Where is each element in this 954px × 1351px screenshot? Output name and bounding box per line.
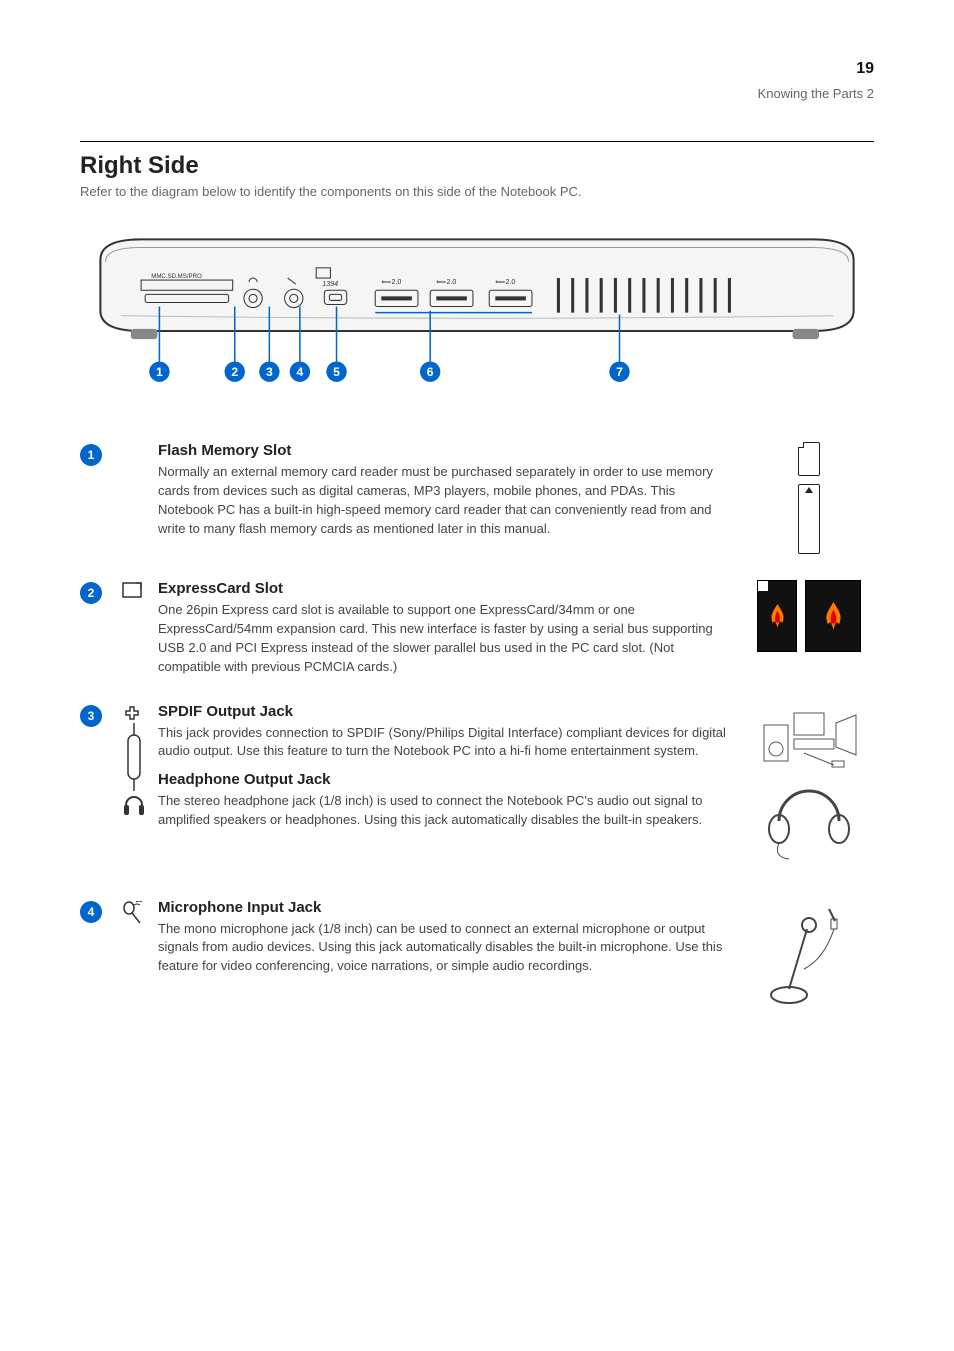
mic-icon — [122, 899, 158, 927]
item-title: ExpressCard Slot — [158, 580, 732, 597]
bullet-2: 2 — [80, 582, 102, 604]
item-title-2: Headphone Output Jack — [158, 771, 732, 788]
page-number: 19 — [80, 60, 874, 78]
combo-jack-icon — [122, 703, 158, 825]
svg-text:3: 3 — [266, 365, 273, 379]
item-desc: One 26pin Express card slot is available… — [158, 601, 732, 676]
svg-text:MMC.SD.MS/PRO: MMC.SD.MS/PRO — [151, 273, 202, 280]
item-spdif-headphone: 3 SPDIF Output Jack This jack provides c… — [80, 703, 874, 873]
item-title: Flash Memory Slot — [158, 442, 732, 459]
svg-text:1: 1 — [156, 365, 163, 379]
svg-text:⟸2.0: ⟸2.0 — [381, 278, 401, 286]
item-flash-memory: 1 Flash Memory Slot Normally an external… — [80, 442, 874, 554]
expresscard-icon — [122, 580, 158, 598]
bullet-1: 1 — [80, 444, 102, 466]
breadcrumb: Knowing the Parts 2 — [80, 86, 874, 101]
svg-text:4: 4 — [296, 365, 303, 379]
section-divider — [80, 141, 874, 142]
item-desc-2: The stereo headphone jack (1/8 inch) is … — [158, 792, 732, 830]
svg-text:⟸2.0: ⟸2.0 — [436, 278, 456, 286]
svg-text:⟸2.0: ⟸2.0 — [495, 278, 515, 286]
svg-text:7: 7 — [616, 365, 623, 379]
svg-text:2: 2 — [231, 365, 238, 379]
bullet-3: 3 — [80, 705, 102, 727]
memory-card-illustration — [744, 442, 874, 554]
item-desc: Normally an external memory card reader … — [158, 463, 732, 538]
svg-text:1394: 1394 — [322, 280, 338, 288]
expresscard-illustration — [744, 580, 874, 652]
item-expresscard: 2 ExpressCard Slot One 26pin Express car… — [80, 580, 874, 676]
section-title: Right Side — [80, 152, 874, 180]
svg-text:6: 6 — [427, 365, 434, 379]
section-subtitle: Refer to the diagram below to identify t… — [80, 184, 874, 199]
item-desc: This jack provides connection to SPDIF (… — [158, 724, 732, 762]
svg-text:5: 5 — [333, 365, 340, 379]
item-title: Microphone Input Jack — [158, 899, 732, 916]
audio-illustration — [744, 703, 874, 861]
bullet-4: 4 — [80, 901, 102, 923]
item-title: SPDIF Output Jack — [158, 703, 732, 720]
item-desc: The mono microphone jack (1/8 inch) can … — [158, 920, 732, 977]
microphone-illustration — [744, 899, 874, 1009]
laptop-side-diagram: MMC.SD.MS/PRO 1394 ⟸2.0 ⟸2.0 ⟸2.0 — [80, 219, 874, 402]
slot-icon — [122, 442, 158, 444]
item-microphone: 4 Microphone Input Jack The mono microph… — [80, 899, 874, 1009]
